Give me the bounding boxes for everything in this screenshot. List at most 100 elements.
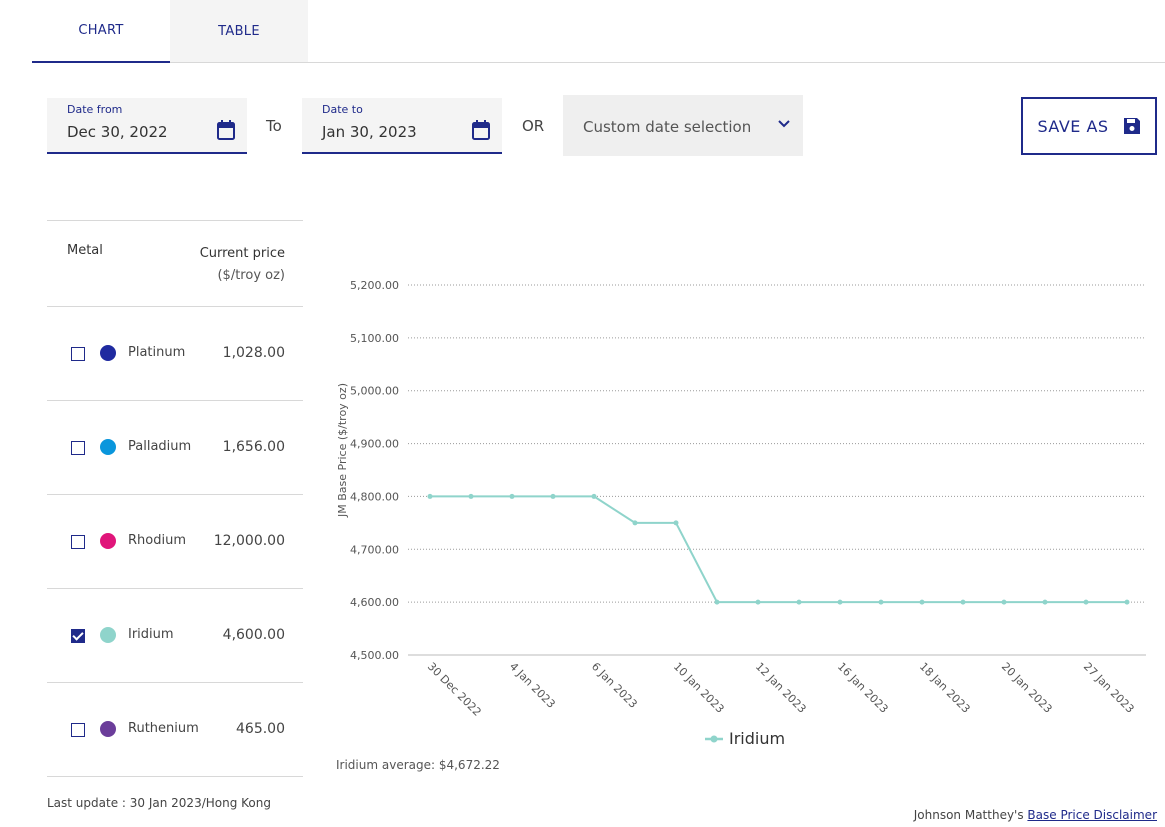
metal-color-dot	[100, 439, 116, 455]
y-tick-label: 5,100.00	[350, 332, 399, 345]
y-tick-label: 5,200.00	[350, 279, 399, 292]
data-point[interactable]	[427, 493, 433, 499]
metal-name: Rhodium	[128, 533, 186, 548]
metal-checkbox[interactable]	[71, 347, 85, 361]
metal-price: 465.00	[236, 721, 285, 737]
x-tick-label: 20 Jan 2023	[999, 660, 1055, 716]
metal-row-ruthenium[interactable]: Ruthenium 465.00	[47, 683, 303, 777]
price-column-header: Current price ($/troy oz)	[200, 243, 285, 287]
metal-checkbox[interactable]	[71, 441, 85, 455]
x-tick-label: 6 Jan 2023	[589, 660, 640, 711]
y-tick-label: 4,900.00	[350, 438, 399, 451]
date-to-field[interactable]: Date to Jan 30, 2023	[302, 98, 502, 154]
custom-date-label: Custom date selection	[583, 118, 752, 136]
tab-chart[interactable]: CHART	[32, 0, 170, 63]
date-to-label: Date to	[322, 103, 363, 116]
save-as-button[interactable]: SAVE AS	[1021, 97, 1157, 155]
metal-checkbox[interactable]	[71, 535, 85, 549]
date-from-value[interactable]: Dec 30, 2022	[67, 123, 168, 141]
data-point[interactable]	[591, 493, 597, 499]
metal-name: Palladium	[128, 439, 192, 454]
data-point[interactable]	[960, 599, 966, 605]
metals-table: Metal Current price ($/troy oz) Platinum…	[47, 220, 303, 777]
chevron-down-icon	[778, 120, 790, 128]
chart-legend[interactable]: Iridium	[705, 729, 785, 748]
x-tick-label: 18 Jan 2023	[917, 660, 973, 716]
x-tick-label: 27 Jan 2023	[1081, 660, 1137, 716]
price-header-unit: ($/troy oz)	[217, 268, 285, 283]
data-point[interactable]	[509, 493, 515, 499]
y-tick-label: 4,600.00	[350, 596, 399, 609]
disclaimer-footer: Johnson Matthey's Base Price Disclaimer	[914, 808, 1157, 822]
data-point[interactable]	[919, 599, 925, 605]
legend-label-iridium: Iridium	[729, 729, 785, 748]
average-text: Iridium average: $4,672.22	[336, 758, 500, 772]
data-point[interactable]	[1083, 599, 1089, 605]
metal-row-palladium[interactable]: Palladium 1,656.00	[47, 401, 303, 495]
data-point[interactable]	[1042, 599, 1048, 605]
x-tick-label: 30 Dec 2022	[425, 660, 484, 719]
metal-color-dot	[100, 627, 116, 643]
x-tick-label: 12 Jan 2023	[753, 660, 809, 716]
chart-gridlines	[408, 284, 1146, 656]
or-label: OR	[522, 117, 545, 135]
save-as-label: SAVE AS	[1037, 116, 1109, 136]
data-point[interactable]	[468, 493, 474, 499]
data-point[interactable]	[837, 599, 843, 605]
metal-name: Ruthenium	[128, 721, 199, 736]
disclaimer-link[interactable]: Base Price Disclaimer	[1027, 808, 1157, 822]
y-tick-label: 5,000.00	[350, 385, 399, 398]
last-update-text: Last update : 30 Jan 2023/Hong Kong	[47, 796, 271, 810]
tab-table[interactable]: TABLE	[170, 0, 308, 62]
price-header-label: Current price	[199, 246, 285, 261]
data-point[interactable]	[632, 520, 638, 526]
metal-name: Platinum	[128, 345, 186, 360]
metal-name: Iridium	[128, 627, 174, 642]
metal-price: 4,600.00	[222, 627, 285, 643]
calendar-icon[interactable]	[217, 120, 235, 140]
y-tick-label: 4,700.00	[350, 543, 399, 556]
y-axis-label: JM Base Price ($/troy oz)	[336, 383, 349, 518]
x-tick-label: 16 Jan 2023	[835, 660, 891, 716]
price-chart: 4,500.00 4,600.00 4,700.00 4,800.00 4,900.00…	[336, 279, 1146, 748]
data-point[interactable]	[796, 599, 802, 605]
metals-table-header: Metal Current price ($/troy oz)	[47, 220, 303, 307]
metal-row-iridium[interactable]: Iridium 4,600.00	[47, 589, 303, 683]
disclaimer-prefix: Johnson Matthey's	[913, 808, 1028, 822]
metal-checkbox[interactable]	[71, 723, 85, 737]
data-point[interactable]	[755, 599, 761, 605]
metal-color-dot	[100, 721, 116, 737]
tab-bar: CHART TABLE	[32, 0, 1165, 63]
date-from-field[interactable]: Date from Dec 30, 2022	[47, 98, 247, 154]
metal-row-platinum[interactable]: Platinum 1,028.00	[47, 307, 303, 401]
chart-series	[427, 493, 1130, 605]
data-point[interactable]	[1001, 599, 1007, 605]
data-point[interactable]	[1124, 599, 1130, 605]
x-tick-label: 10 Jan 2023	[671, 660, 727, 716]
x-axis-ticks: 30 Dec 2022 4 Jan 2023 6 Jan 2023 10 Jan 20…	[425, 660, 1137, 719]
metal-color-dot	[100, 345, 116, 361]
calendar-icon[interactable]	[472, 120, 490, 140]
metal-checkbox[interactable]	[71, 629, 85, 643]
custom-date-dropdown[interactable]: Custom date selection	[563, 95, 803, 156]
y-axis-ticks: 4,500.00 4,600.00 4,700.00 4,800.00 4,900.00…	[350, 279, 399, 662]
floppy-disk-icon	[1123, 118, 1140, 134]
x-tick-label: 4 Jan 2023	[507, 660, 558, 711]
data-point[interactable]	[714, 599, 720, 605]
metal-price: 12,000.00	[213, 533, 285, 549]
metal-rows: Platinum 1,028.00 Palladium 1,656.00 Rhodium…	[47, 307, 303, 777]
data-point[interactable]	[878, 599, 884, 605]
metal-row-rhodium[interactable]: Rhodium 12,000.00	[47, 495, 303, 589]
metal-price: 1,656.00	[222, 439, 285, 455]
y-tick-label: 4,500.00	[350, 649, 399, 662]
data-point[interactable]	[673, 520, 679, 526]
metal-price: 1,028.00	[222, 345, 285, 361]
legend-marker	[710, 735, 718, 743]
date-to-value[interactable]: Jan 30, 2023	[322, 123, 417, 141]
series-line-iridium	[430, 495, 1127, 604]
y-tick-label: 4,800.00	[350, 490, 399, 503]
data-point[interactable]	[550, 493, 556, 499]
to-label: To	[266, 117, 282, 135]
metal-color-dot	[100, 533, 116, 549]
date-from-label: Date from	[67, 103, 123, 116]
